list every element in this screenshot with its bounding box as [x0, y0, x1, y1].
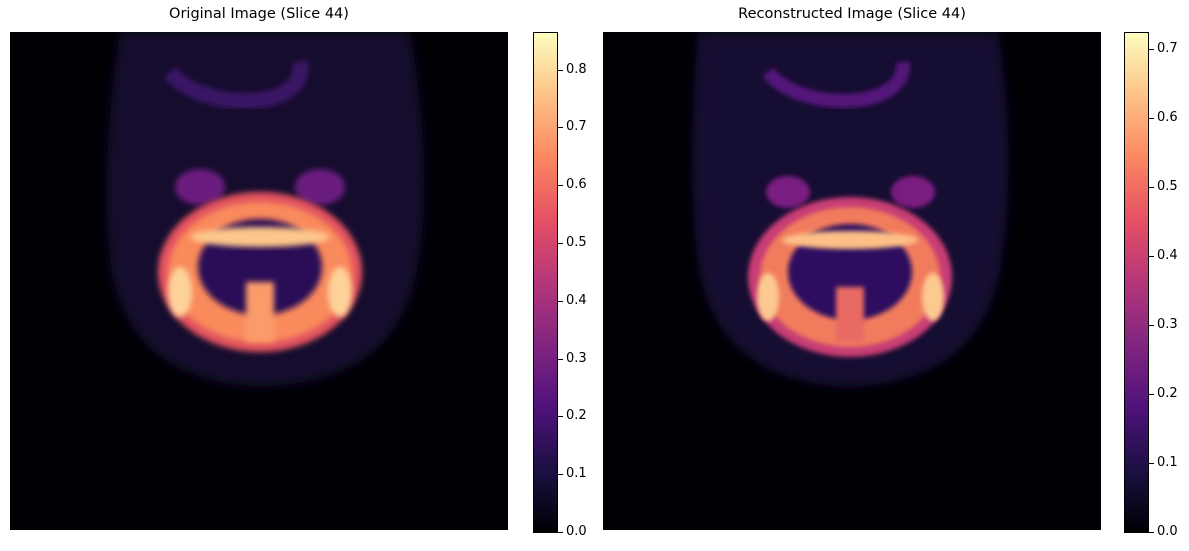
colorbar-tick-label: 0.4 — [1157, 248, 1178, 263]
colorbar-tick — [558, 474, 563, 475]
colorbar-tick-label: 0.7 — [1157, 41, 1178, 56]
colorbar-tick-label: 0.2 — [1157, 386, 1178, 401]
colorbar-tick — [558, 70, 563, 71]
colorbar-tick — [558, 301, 563, 302]
colorbar-tick-label: 0.3 — [566, 351, 587, 366]
panel-title-reconstructed: Reconstructed Image (Slice 44) — [738, 6, 966, 22]
colorbar-original — [533, 32, 558, 533]
colorbar-tick — [1149, 325, 1154, 326]
colorbar-tick — [558, 127, 563, 128]
colorbar-tick-label: 0.8 — [566, 62, 587, 77]
colorbar-tick-label: 0.5 — [1157, 179, 1178, 194]
colorbar-tick-label: 0.4 — [566, 293, 587, 308]
colorbar-tick-label: 0.0 — [1157, 524, 1178, 539]
colorbar-tick — [558, 416, 563, 417]
colorbar-tick-label: 0.7 — [566, 119, 587, 134]
colorbar-tick-label: 0.6 — [1157, 110, 1178, 125]
colorbar-tick — [1149, 394, 1154, 395]
colorbar-tick-label: 0.3 — [1157, 317, 1178, 332]
colorbar-tick — [1149, 256, 1154, 257]
colorbar-tick — [1149, 463, 1154, 464]
panel-title-original: Original Image (Slice 44) — [169, 6, 349, 22]
colorbar-tick-label: 0.0 — [566, 524, 587, 539]
colorbar-tick-label: 0.1 — [566, 466, 587, 481]
colorbar-tick — [558, 532, 563, 533]
colorbar-tick — [1149, 532, 1154, 533]
colorbar-tick — [558, 359, 563, 360]
colorbar-tick — [1149, 118, 1154, 119]
colorbar-tick-label: 0.1 — [1157, 455, 1178, 470]
colorbar-tick-label: 0.2 — [566, 408, 587, 423]
colorbar-tick-label: 0.5 — [566, 235, 587, 250]
colorbar-tick — [558, 243, 563, 244]
reconstructed-image — [603, 32, 1101, 530]
colorbar-tick — [1149, 49, 1154, 50]
colorbar-reconstructed — [1124, 32, 1149, 533]
colorbar-tick — [558, 185, 563, 186]
colorbar-tick — [1149, 187, 1154, 188]
original-image — [10, 32, 508, 530]
colorbar-tick-label: 0.6 — [566, 177, 587, 192]
